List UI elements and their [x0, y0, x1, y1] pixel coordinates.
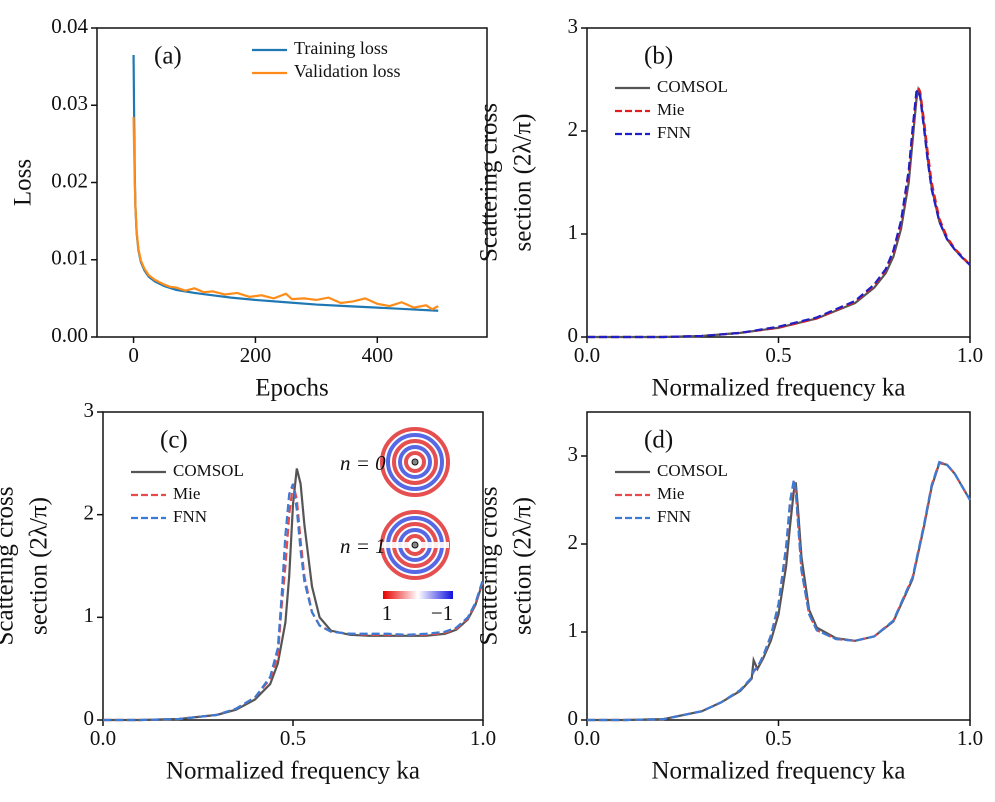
y-tick-label: 0.03 [51, 91, 88, 115]
x-tick-label: 1.0 [957, 343, 983, 367]
field-ring [404, 451, 426, 473]
inset: n = 0 n = 1 1 −1 [340, 427, 453, 625]
x-tick-label: 1.0 [470, 726, 496, 750]
annotation: n = 0 [340, 451, 386, 475]
x-tick-label: 1.0 [957, 726, 983, 750]
plot-frame [96, 27, 488, 338]
data-line [587, 460, 971, 722]
data-line [587, 84, 971, 339]
y-tick-label: 0 [84, 706, 95, 730]
annotation: 1 [382, 601, 393, 625]
y-axis-label: Scattering cross [476, 103, 503, 262]
y-tick-label: 2 [568, 530, 579, 554]
x-axis-label: Epochs [255, 375, 329, 402]
legend-label: COMSOL [173, 461, 244, 480]
panel-label: (d) [644, 427, 673, 454]
x-tick-label: 0.5 [765, 726, 791, 750]
data-line [587, 87, 971, 339]
legend-label: COMSOL [657, 77, 728, 96]
y-tick-label: 0 [568, 706, 579, 730]
y-axis-label: section (2λ/π) [26, 497, 53, 635]
x-axis-label: Normalized frequency ka [166, 758, 420, 785]
data-line [132, 55, 439, 312]
field-ring [392, 439, 438, 485]
x-axis-label: Normalized frequency ka [651, 375, 905, 402]
x-tick-label: 0.5 [280, 726, 306, 750]
data-line [587, 461, 971, 722]
legend-label: Validation loss [294, 61, 401, 81]
x-tick-label: 0.0 [574, 343, 600, 367]
y-tick-label: 1 [568, 618, 579, 642]
y-tick-label: 0.00 [51, 323, 88, 347]
x-tick-label: 0 [128, 343, 139, 367]
x-axis-label: Normalized frequency ka [651, 758, 905, 785]
x-tick-label: 0.0 [90, 726, 116, 750]
panel-label: (b) [644, 43, 673, 70]
legend-label: Mie [657, 100, 684, 119]
annotation: n = 1 [340, 534, 386, 558]
legend-label: Mie [657, 484, 684, 503]
legend-label: FNN [657, 507, 691, 526]
y-tick-label: 0.04 [51, 14, 88, 38]
y-tick-label: 2 [568, 117, 579, 141]
y-tick-label: 3 [568, 442, 579, 466]
data-line [587, 85, 971, 339]
y-axis-label: Scattering cross [476, 487, 503, 646]
legend-label: FNN [657, 123, 691, 142]
panel-label: (a) [154, 43, 182, 70]
legend-label: FNN [173, 507, 207, 526]
scatterer [411, 458, 419, 466]
x-tick-label: 400 [362, 343, 394, 367]
x-tick-label: 0.5 [765, 343, 791, 367]
y-tick-label: 1 [84, 603, 95, 627]
y-axis-label: section (2λ/π) [510, 497, 537, 635]
x-tick-label: 0.0 [574, 726, 600, 750]
x-tick-label: 200 [240, 343, 272, 367]
legend-label: Training loss [294, 38, 388, 58]
scatterer [411, 541, 419, 549]
y-tick-label: 0 [568, 323, 579, 347]
y-tick-label: 0.01 [51, 246, 88, 270]
plot-frame [102, 411, 484, 721]
data-line [132, 116, 439, 311]
data-line [103, 483, 485, 722]
field-ring [386, 433, 444, 491]
y-axis-label: Loss [10, 159, 37, 206]
annotation: −1 [431, 601, 453, 625]
plot-frame [586, 411, 971, 721]
y-tick-label: 0.02 [51, 168, 88, 192]
y-tick-label: 3 [84, 398, 95, 422]
field-ring [398, 445, 432, 479]
y-axis-label: Scattering cross [0, 487, 19, 646]
y-tick-label: 2 [84, 500, 95, 524]
data-line [587, 460, 971, 722]
colorbar [383, 591, 453, 599]
y-axis-label: section (2λ/π) [510, 114, 537, 252]
y-tick-label: 1 [568, 220, 579, 244]
y-tick-label: 3 [568, 14, 579, 38]
panel-label: (c) [160, 427, 188, 454]
legend-label: COMSOL [657, 461, 728, 480]
field-ring [380, 427, 450, 497]
legend-label: Mie [173, 484, 200, 503]
plot-frame [586, 27, 971, 338]
